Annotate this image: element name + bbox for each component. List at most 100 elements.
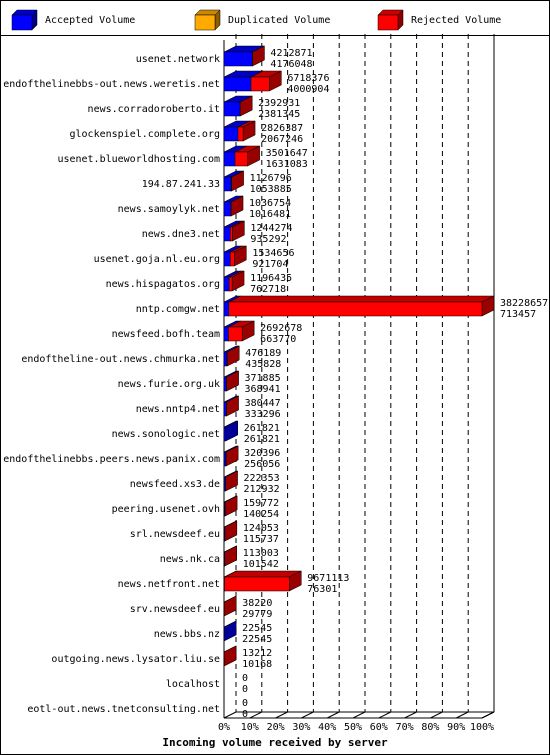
bar-rejected	[228, 270, 245, 292]
x-tick-label: 90%	[447, 722, 465, 733]
value-label-accepted: 1631083	[266, 159, 308, 170]
bar-rejected	[224, 545, 238, 567]
y-tick-label: news.hispagatos.org	[106, 279, 220, 290]
x-tick-label: 60%	[370, 722, 388, 733]
bar-rejected	[250, 70, 282, 92]
value-label-total: 38228657	[500, 298, 548, 309]
value-label-total: 6718376	[287, 73, 329, 84]
y-tick-label: newsfeed.bofh.team	[112, 329, 220, 340]
bar-rejected-front	[234, 151, 248, 167]
tick-mark	[481, 711, 495, 719]
bar-rejected	[237, 120, 256, 142]
bar-rejected	[230, 195, 244, 217]
value-label-accepted: 2067246	[261, 134, 303, 145]
value-label-accepted: 115737	[243, 534, 279, 545]
value-label-accepted: 435828	[245, 359, 281, 370]
y-tick-label: news.netfront.net	[118, 579, 220, 590]
value-label-total: 1534656	[252, 248, 294, 259]
y-tick-label: eotl-out.news.tnetconsulting.net	[27, 704, 220, 715]
value-label-total: 124053	[243, 523, 279, 534]
value-label-total: 371885	[245, 373, 281, 384]
value-label-total: 1126796	[250, 173, 292, 184]
bar-accepted-front	[223, 426, 227, 442]
legend-label: Rejected Volume	[411, 15, 501, 26]
bar-rejected	[234, 145, 260, 167]
bar-rejected	[226, 345, 240, 367]
bar-accepted-front	[223, 201, 232, 217]
value-label-total: 159772	[243, 498, 279, 509]
tick-mark	[223, 711, 237, 719]
bar-rejected	[251, 45, 265, 67]
x-tick-label: 100%	[470, 722, 494, 733]
bar-rejected	[225, 445, 239, 467]
value-label-accepted: 4176048	[270, 59, 312, 70]
bar-accepted	[223, 620, 237, 642]
y-tick-label: srv.newsdeef.eu	[130, 604, 220, 615]
y-tick-label: newsfeed.xs3.de	[130, 479, 220, 490]
value-label-accepted: 29779	[242, 609, 272, 620]
bar-rejected-top	[224, 570, 302, 578]
bar-accepted-front	[223, 401, 227, 417]
y-tick-label: endofthelinebbs.peers.news.panix.com	[3, 454, 220, 465]
x-tick-label: 40%	[318, 722, 336, 733]
value-label-accepted: 22545	[242, 634, 272, 645]
tick-mark	[301, 711, 314, 719]
bar-rejected-front	[228, 276, 233, 292]
y-tick-label: usenet.blueworldhosting.com	[57, 154, 220, 165]
y-tick-label: usenet.network	[136, 54, 220, 65]
legend-label: Accepted Volume	[45, 15, 135, 26]
x-tick-label: 80%	[421, 722, 439, 733]
value-label-total: 1036754	[249, 198, 291, 209]
legend-label: Duplicated Volume	[228, 15, 330, 26]
bar-rejected	[230, 220, 245, 242]
bar-rejected	[226, 370, 239, 392]
bar-rejected-front	[228, 326, 243, 342]
x-tick-label: 10%	[241, 722, 259, 733]
y-tick-label: news.nntp4.net	[136, 404, 220, 415]
legend-swatch	[11, 14, 33, 31]
value-label-total: 320396	[244, 448, 280, 459]
value-label-total: 9671113	[307, 573, 349, 584]
value-label-total: 4212871	[270, 48, 312, 59]
bar-rejected	[224, 520, 238, 542]
bar-accepted-front	[223, 376, 227, 392]
tick-mark	[455, 711, 469, 719]
tick-mark	[378, 711, 392, 719]
tick-mark	[326, 711, 340, 719]
value-label-accepted: 10168	[242, 659, 272, 670]
value-label-accepted: 368941	[245, 384, 281, 395]
bar-accepted-front	[223, 326, 229, 342]
bar-rejected-front	[237, 126, 244, 142]
bar-rejected-front	[250, 76, 270, 92]
value-label-accepted: 921704	[252, 259, 288, 270]
value-label-total: 380447	[245, 398, 281, 409]
tick-mark	[404, 711, 417, 719]
value-label-total: 113003	[243, 548, 279, 559]
y-tick-label: endofthelinebbs-out.news.weretis.net	[3, 79, 220, 90]
value-label-total: 2392931	[258, 98, 300, 109]
legend-swatch	[377, 14, 399, 31]
y-tick-label: news.dne3.net	[142, 229, 220, 240]
bar-rejected	[228, 295, 495, 317]
value-label-total: 222353	[244, 473, 280, 484]
bar-rejected	[224, 570, 302, 592]
value-label-accepted: 140254	[243, 509, 279, 520]
bar-rejected-front	[229, 251, 235, 267]
value-label-total: 13212	[242, 648, 272, 659]
y-tick-label: endoftheline-out.news.chmurka.net	[21, 354, 220, 365]
value-label-accepted: 0	[242, 709, 248, 720]
value-label-accepted: 76301	[307, 584, 337, 595]
value-label-accepted: 935292	[250, 234, 286, 245]
bar-accepted-front	[223, 76, 252, 92]
value-label-total: 1196435	[250, 273, 292, 284]
bar-rejected	[239, 95, 253, 117]
value-label-total: 476189	[245, 348, 281, 359]
tick-mark	[430, 711, 443, 719]
y-tick-label: outgoing.news.lysator.liu.se	[51, 654, 220, 665]
value-label-total: 261821	[244, 423, 280, 434]
bar-rejected	[230, 170, 244, 192]
y-tick-label: news.sonologic.net	[112, 429, 220, 440]
bar-accepted-front	[223, 126, 239, 142]
